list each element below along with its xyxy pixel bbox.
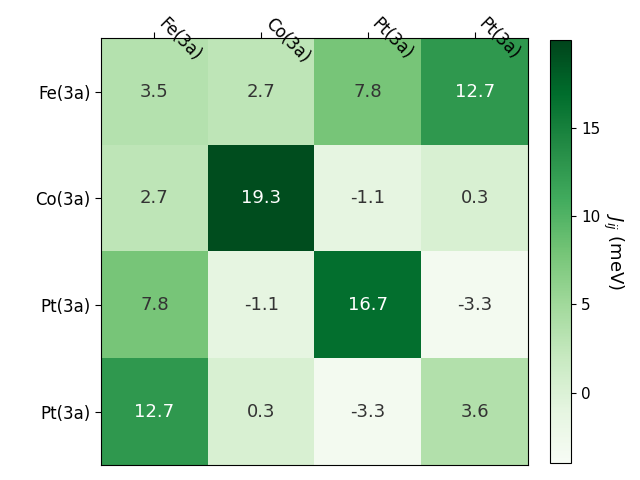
Text: -3.3: -3.3 (457, 296, 492, 314)
Text: -1.1: -1.1 (351, 189, 385, 207)
Text: -3.3: -3.3 (350, 403, 385, 420)
Text: 0.3: 0.3 (460, 189, 489, 207)
Text: 2.7: 2.7 (140, 189, 169, 207)
Text: 19.3: 19.3 (241, 189, 281, 207)
Text: 2.7: 2.7 (247, 83, 276, 100)
Y-axis label: $J_{ij}$ (meV): $J_{ij}$ (meV) (601, 213, 625, 290)
Text: 7.8: 7.8 (354, 83, 382, 100)
Text: 7.8: 7.8 (140, 296, 169, 314)
Text: -1.1: -1.1 (244, 296, 278, 314)
Text: 12.7: 12.7 (134, 403, 175, 420)
Text: 0.3: 0.3 (247, 403, 275, 420)
Text: 12.7: 12.7 (454, 83, 495, 100)
Text: 3.6: 3.6 (460, 403, 489, 420)
Text: 3.5: 3.5 (140, 83, 169, 100)
Text: 16.7: 16.7 (348, 296, 388, 314)
